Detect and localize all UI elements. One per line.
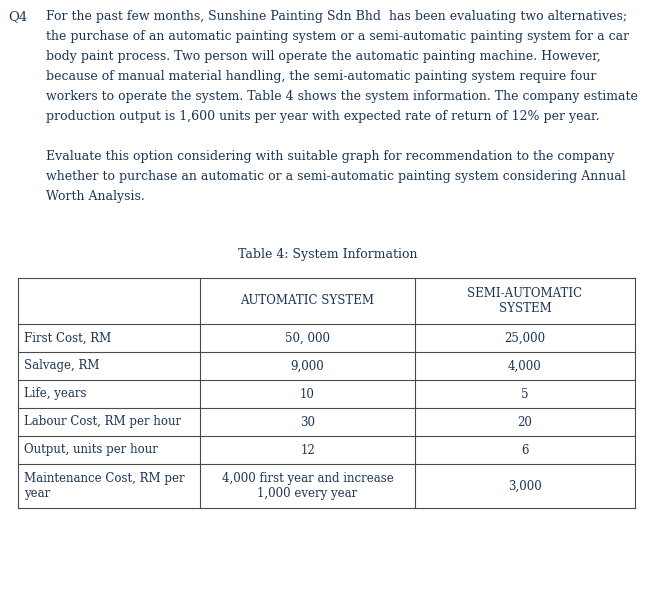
Text: 9,000: 9,000 — [291, 359, 324, 373]
Text: Q4: Q4 — [8, 10, 28, 23]
Text: Salvage, RM: Salvage, RM — [24, 359, 100, 373]
Text: body paint process. Two person will operate the automatic painting machine. Howe: body paint process. Two person will oper… — [46, 50, 601, 63]
Text: 5: 5 — [521, 388, 529, 400]
Text: the purchase of an automatic painting system or a semi-automatic painting system: the purchase of an automatic painting sy… — [46, 30, 629, 43]
Text: Maintenance Cost, RM per
year: Maintenance Cost, RM per year — [24, 472, 185, 500]
Text: 25,000: 25,000 — [504, 332, 546, 344]
Text: AUTOMATIC SYSTEM: AUTOMATIC SYSTEM — [240, 295, 375, 307]
Text: Life, years: Life, years — [24, 388, 86, 400]
Text: 6: 6 — [521, 443, 529, 457]
Text: 30: 30 — [300, 416, 315, 428]
Text: 20: 20 — [517, 416, 533, 428]
Text: Table 4: System Information: Table 4: System Information — [238, 248, 417, 261]
Text: Evaluate this option considering with suitable graph for recommendation to the c: Evaluate this option considering with su… — [46, 150, 614, 163]
Text: Output, units per hour: Output, units per hour — [24, 443, 158, 457]
Text: whether to purchase an automatic or a semi-automatic painting system considering: whether to purchase an automatic or a se… — [46, 170, 626, 183]
Text: 4,000: 4,000 — [508, 359, 542, 373]
Text: 10: 10 — [300, 388, 315, 400]
Text: 12: 12 — [300, 443, 315, 457]
Text: because of manual material handling, the semi-automatic painting system require : because of manual material handling, the… — [46, 70, 596, 83]
Text: 4,000 first year and increase
1,000 every year: 4,000 first year and increase 1,000 ever… — [221, 472, 394, 500]
Text: production output is 1,600 units per year with expected rate of return of 12% pe: production output is 1,600 units per yea… — [46, 110, 599, 123]
Text: First Cost, RM: First Cost, RM — [24, 332, 111, 344]
Text: SEMI-AUTOMATIC
SYSTEM: SEMI-AUTOMATIC SYSTEM — [468, 287, 582, 315]
Text: Labour Cost, RM per hour: Labour Cost, RM per hour — [24, 416, 181, 428]
Text: 3,000: 3,000 — [508, 480, 542, 492]
Text: 50, 000: 50, 000 — [285, 332, 330, 344]
Text: workers to operate the system. Table 4 shows the system information. The company: workers to operate the system. Table 4 s… — [46, 90, 638, 103]
Text: For the past few months, Sunshine Painting Sdn Bhd  has been evaluating two alte: For the past few months, Sunshine Painti… — [46, 10, 627, 23]
Text: Worth Analysis.: Worth Analysis. — [46, 190, 145, 203]
